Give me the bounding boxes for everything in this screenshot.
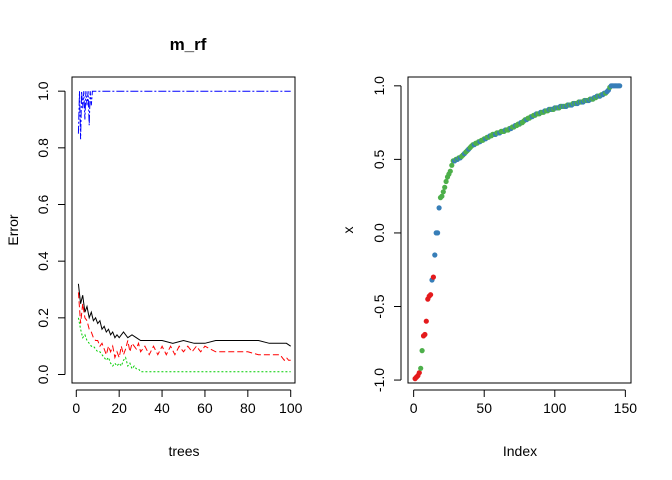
scatter-y-tick-label: 0.5 (371, 149, 387, 169)
error-y-axis-label: Error (5, 214, 21, 245)
error-y-tick-label: 1.0 (35, 81, 51, 101)
error-plot-frame (71, 76, 296, 384)
scatter-point (440, 189, 446, 195)
scatter-y-tick-label: -0.5 (371, 294, 387, 318)
error-plot-panel: m_rf 0 20 40 60 80 100 0.0 0.2 0.4 0.6 0.8 1.0 tre… (5, 35, 303, 459)
error-series-line-1 (77, 283, 291, 347)
scatter-point (430, 274, 436, 280)
scatter-point (416, 370, 422, 376)
scatter-point (439, 193, 445, 199)
scatter-x-tick-label: 50 (476, 400, 492, 416)
error-y-tick-label: 0.6 (35, 195, 51, 215)
error-y-tick-label: 0.8 (35, 138, 51, 158)
error-series-line-3 (77, 317, 291, 373)
scatter-y-axis-label: x (340, 227, 356, 234)
error-y-tick-label: 0.0 (35, 365, 51, 385)
error-x-tick-label: 100 (279, 400, 303, 416)
scatter-point (423, 318, 429, 324)
scatter-y-axis: -1.0 -0.5 0.0 0.5 1.0 (371, 76, 402, 392)
scatter-point (422, 331, 428, 338)
scatter-y-tick-label: -1.0 (371, 368, 387, 392)
error-y-tick-label: 0.2 (35, 308, 51, 328)
scatter-point (418, 365, 424, 371)
scatter-x-axis-label: Index (503, 443, 537, 459)
scatter-point (428, 292, 434, 298)
scatter-point (442, 184, 448, 190)
scatter-point (617, 83, 623, 89)
error-plot-title: m_rf (170, 35, 207, 54)
scatter-point (443, 178, 449, 185)
error-x-tick-label: 40 (154, 400, 170, 416)
scatter-point (419, 348, 425, 354)
index-scatter-panel: 0 50 100 150 -1.0 -0.5 0.0 0.5 1.0 Index x (340, 76, 637, 459)
scatter-point (435, 230, 441, 236)
scatter-point (449, 162, 455, 168)
error-x-axis: 0 20 40 60 80 100 (72, 389, 303, 416)
scatter-plot-frame (407, 76, 632, 384)
error-x-tick-label: 0 (72, 400, 80, 416)
error-series-line-2 (77, 292, 291, 362)
scatter-point (436, 205, 442, 211)
error-x-tick-label: 20 (111, 400, 127, 416)
error-x-axis-label: trees (168, 443, 199, 459)
error-y-tick-label: 0.4 (35, 251, 51, 271)
error-series-line-4 (77, 90, 291, 140)
error-series-group (77, 90, 291, 373)
scatter-x-tick-label: 0 (410, 400, 418, 416)
scatter-point (432, 252, 438, 258)
scatter-x-tick-label: 150 (614, 400, 638, 416)
scatter-points-group (412, 83, 623, 382)
error-y-axis: 0.0 0.2 0.4 0.6 0.8 1.0 (35, 81, 66, 385)
scatter-x-axis: 0 50 100 150 (410, 389, 638, 416)
scatter-y-tick-label: 1.0 (371, 76, 387, 96)
error-x-tick-label: 80 (240, 400, 256, 416)
scatter-x-tick-label: 100 (543, 400, 567, 416)
error-x-tick-label: 60 (197, 400, 213, 416)
scatter-point (447, 168, 453, 174)
scatter-y-tick-label: 0.0 (371, 223, 387, 243)
